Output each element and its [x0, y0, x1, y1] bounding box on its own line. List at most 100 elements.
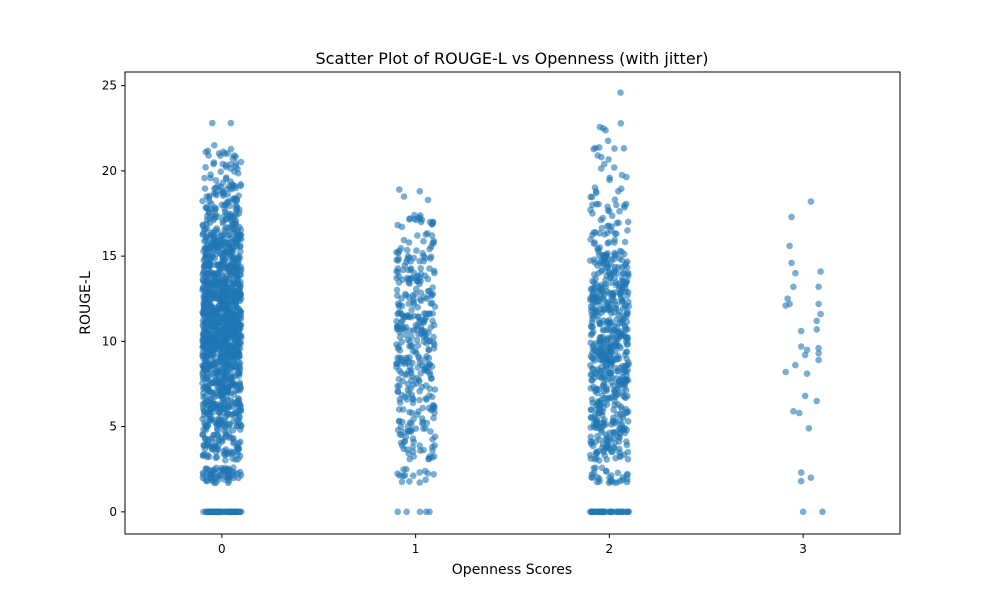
scatter-point [590, 346, 597, 354]
scatter-point [801, 351, 809, 359]
scatter-point [406, 216, 413, 223]
scatter-point [409, 395, 417, 403]
scatter-point [218, 232, 225, 239]
scatter-point [215, 385, 223, 393]
scatter-point [587, 206, 594, 214]
scatter-point [420, 237, 427, 245]
scatter-point [237, 265, 245, 273]
scatter-point [204, 305, 211, 313]
scatter-point [595, 457, 603, 464]
scatter-point [202, 466, 210, 473]
scatter-point [406, 408, 413, 416]
scatter-point [596, 334, 604, 342]
scatter-point [622, 200, 630, 208]
scatter-point [232, 163, 239, 170]
scatter-point [623, 173, 630, 181]
scatter-point [416, 469, 423, 476]
scatter-point [394, 221, 402, 229]
scatter-point [590, 145, 597, 153]
scatter-point [209, 389, 217, 397]
scatter-point [208, 335, 215, 342]
scatter-point [406, 275, 413, 283]
scatter-point [232, 299, 239, 306]
scatter-point [222, 161, 230, 169]
scatter-point [424, 470, 432, 477]
scatter-point [615, 438, 623, 445]
scatter-point [416, 396, 423, 404]
scatter-point [599, 260, 607, 267]
scatter-point [815, 350, 822, 357]
scatter-point [624, 271, 631, 278]
scatter-point [603, 287, 611, 295]
scatter-point [406, 428, 413, 435]
scatter-point [227, 376, 235, 383]
scatter-point [410, 438, 418, 446]
scatter-point [394, 268, 402, 276]
scatter-point [408, 306, 415, 314]
scatter-point [396, 333, 404, 341]
scatter-point [210, 273, 217, 280]
scatter-point [200, 508, 207, 516]
scatter-point [593, 478, 601, 486]
scatter-point [613, 323, 621, 331]
scatter-point [235, 474, 242, 482]
scatter-point [616, 445, 623, 453]
chart-title: Scatter Plot of ROUGE-L vs Openness (wit… [315, 49, 708, 68]
scatter-point [393, 363, 400, 371]
x-tick-label: 2 [606, 542, 614, 556]
scatter-point [416, 479, 424, 486]
scatter-point [431, 442, 439, 449]
scatter-point [204, 441, 212, 449]
scatter-point [803, 346, 811, 354]
scatter-point [587, 385, 595, 392]
scatter-point [199, 380, 206, 387]
scatter-point [230, 305, 238, 312]
scatter-point [218, 393, 226, 401]
scatter-point [398, 478, 406, 486]
scatter-point [608, 508, 615, 516]
scatter-point [403, 354, 410, 362]
scatter-point [409, 359, 416, 367]
x-tick-label: 3 [799, 542, 807, 556]
scatter-point [227, 184, 235, 192]
scatter-point [594, 432, 601, 440]
scatter-point [205, 415, 213, 423]
scatter-point [797, 477, 805, 485]
scatter-point [595, 386, 602, 393]
scatter-point [616, 430, 624, 438]
scatter-point [412, 349, 420, 357]
scatter-point [786, 242, 793, 250]
scatter-point [230, 380, 237, 388]
scatter-point [609, 448, 616, 456]
scatter-point [401, 290, 409, 298]
scatter-point [622, 348, 630, 356]
scatter-point [596, 123, 604, 131]
scatter-point [393, 341, 400, 348]
scatter-point [229, 468, 236, 476]
scatter-point [221, 212, 228, 220]
scatter-point [423, 367, 431, 375]
scatter-point [408, 420, 415, 427]
scatter-point [605, 156, 612, 163]
scatter-point [204, 245, 211, 252]
scatter-point [815, 300, 822, 308]
scatter-point [614, 469, 622, 477]
scatter-point [226, 352, 233, 360]
scatter-point [215, 303, 222, 310]
scatter-point [219, 288, 226, 296]
scatter-point [221, 358, 228, 366]
scatter-point [229, 426, 237, 434]
scatter-point [236, 452, 244, 460]
scatter-point [609, 358, 616, 366]
scatter-point [237, 332, 245, 340]
scatter-point [613, 230, 620, 238]
scatter-point [406, 254, 413, 262]
scatter-point [201, 185, 209, 192]
scatter-point [801, 392, 809, 400]
scatter-point [595, 397, 602, 405]
scatter-point [807, 474, 815, 482]
scatter-point [213, 464, 220, 472]
scatter-point [430, 339, 437, 346]
scatter-point [219, 217, 227, 225]
scatter-point [235, 508, 243, 516]
